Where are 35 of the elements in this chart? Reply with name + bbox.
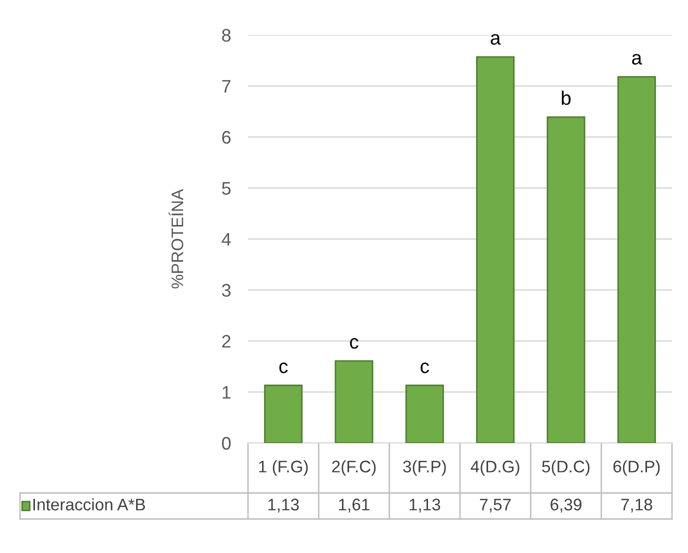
annotation: a — [632, 54, 642, 65]
bar — [617, 76, 656, 443]
x-tick-label: 4(D.G) — [470, 460, 520, 476]
x-tick-label: 5(D.C) — [542, 460, 590, 476]
data-label: 7,57 — [480, 498, 511, 512]
data-label: 6,39 — [550, 498, 582, 512]
y-tick-label: 4 — [222, 233, 231, 246]
x-tick-label: 1 (F.G) — [259, 460, 308, 476]
y-tick-label: 7 — [222, 80, 230, 93]
y-tick-label: 5 — [222, 182, 231, 195]
annotation: a — [490, 34, 501, 45]
x-tick-label: 6(D.P) — [613, 460, 660, 476]
annotation: c — [279, 362, 288, 374]
data-label: 1,13 — [268, 498, 299, 512]
bar — [476, 56, 515, 443]
annotation: c — [420, 362, 430, 374]
bar — [546, 116, 586, 443]
y-axis-title: %PROTEÍNA — [168, 189, 184, 288]
y-tick-label: 6 — [222, 130, 231, 144]
y-tick-label: 0 — [222, 436, 231, 450]
y-tick-label: 2 — [222, 334, 230, 348]
y-tick-label: 8 — [222, 28, 231, 42]
data-label: 7,18 — [621, 498, 652, 512]
bar — [405, 384, 444, 443]
bar — [264, 384, 303, 443]
annotation: c — [350, 338, 358, 349]
legend-label: Interaccion A*B — [33, 498, 145, 510]
data-label: 1,13 — [410, 498, 440, 512]
y-tick-label: 3 — [222, 284, 231, 297]
annotation: b — [562, 90, 571, 105]
y-tick-label: 1 — [222, 386, 230, 399]
bar — [334, 360, 374, 443]
x-tick-label: 2(F.C) — [332, 460, 376, 476]
data-label: 1,61 — [339, 498, 370, 512]
x-tick-label: 3(F.P) — [403, 460, 446, 476]
